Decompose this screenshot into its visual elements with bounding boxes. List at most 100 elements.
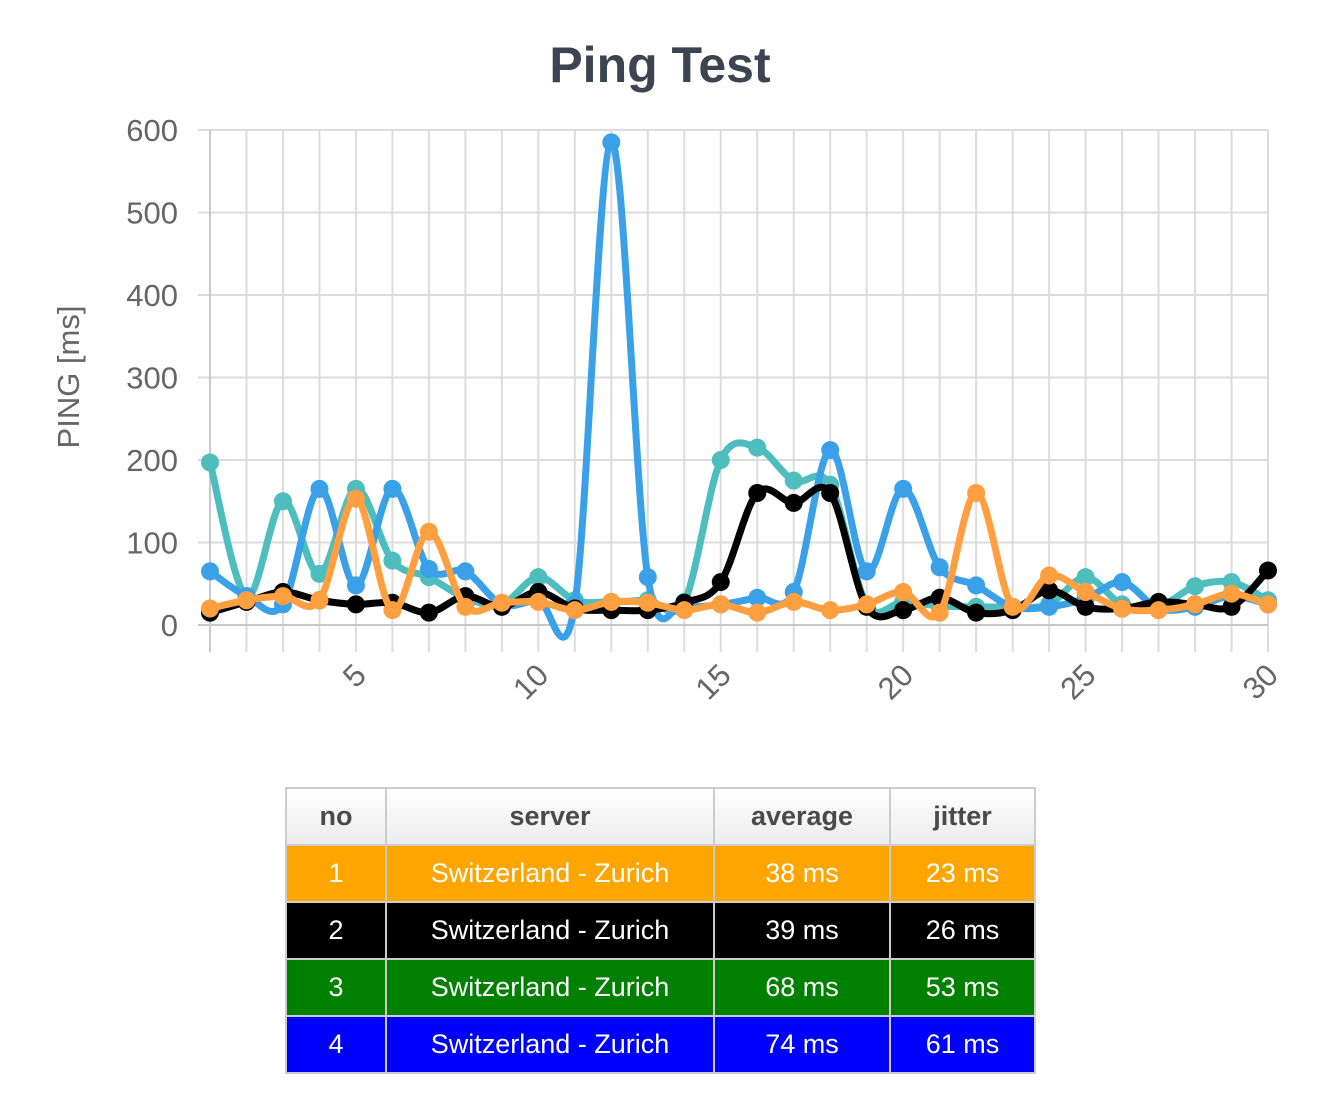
x-tick-label: 10 (506, 657, 555, 706)
cell-average: 68 ms (713, 958, 891, 1017)
cell-jitter: 23 ms (889, 844, 1036, 903)
y-tick-label: 100 (126, 526, 178, 561)
data-point (1113, 599, 1132, 618)
data-point (711, 595, 730, 614)
data-point (201, 562, 219, 581)
data-point (1003, 597, 1022, 616)
series-4 (201, 484, 1277, 622)
y-tick-label: 200 (126, 443, 178, 478)
data-point (1149, 601, 1168, 620)
data-point (419, 603, 438, 622)
series-lines (201, 133, 1277, 641)
cell-server: Switzerland - Zurich (385, 844, 715, 903)
y-tick-label: 400 (126, 278, 178, 313)
data-point (1259, 595, 1277, 614)
table-row: 2 Switzerland - Zurich 39 ms 26 ms (285, 901, 1036, 960)
data-point (711, 573, 730, 592)
data-point (1222, 584, 1241, 603)
data-point (930, 558, 949, 577)
data-point (1076, 597, 1095, 616)
cell-server: Switzerland - Zurich (385, 1015, 715, 1074)
data-point (638, 568, 657, 587)
data-point (1040, 566, 1059, 585)
data-point (383, 601, 402, 620)
cell-jitter: 26 ms (889, 901, 1036, 960)
cell-average: 39 ms (713, 901, 891, 960)
x-axis-ticks: 5 10 15 20 25 30 (336, 657, 1285, 706)
cell-server: Switzerland - Zurich (385, 901, 715, 960)
data-point (894, 601, 913, 620)
x-tick-label: 30 (1236, 657, 1285, 706)
data-point (273, 492, 292, 511)
y-axis-label: PING [ms] (51, 306, 86, 449)
header-jitter: jitter (889, 787, 1036, 846)
data-point (201, 453, 219, 472)
chart-title: Ping Test (549, 37, 771, 93)
cell-no: 1 (285, 844, 387, 903)
y-tick-label: 500 (126, 196, 178, 231)
header-no: no (285, 787, 387, 846)
data-point (821, 484, 840, 502)
data-point (383, 551, 402, 570)
data-point (492, 593, 511, 612)
series-line (206, 138, 1272, 641)
data-point (748, 603, 767, 622)
data-point (748, 438, 767, 457)
data-point (1076, 583, 1095, 601)
data-point (237, 591, 256, 610)
cell-average: 74 ms (713, 1015, 891, 1074)
data-point (967, 603, 986, 622)
data-point (675, 601, 694, 620)
data-point (748, 588, 767, 607)
data-point (1113, 573, 1132, 592)
x-tick-label: 5 (336, 657, 373, 694)
data-point (346, 489, 365, 508)
data-point (1186, 595, 1205, 614)
x-tick-label: 20 (871, 657, 920, 706)
data-point (784, 592, 803, 611)
data-point (930, 603, 949, 622)
y-tick-label: 600 (126, 113, 178, 148)
data-point (857, 562, 876, 581)
data-point (857, 595, 876, 614)
y-tick-label: 0 (161, 608, 178, 643)
data-point (273, 587, 292, 606)
table-row: 4 Switzerland - Zurich 74 ms 61 ms (285, 1015, 1036, 1074)
data-point (1076, 568, 1095, 587)
results-table: no server average jitter 1 Switzerland -… (285, 787, 1036, 1074)
cell-server: Switzerland - Zurich (385, 958, 715, 1017)
data-point (748, 484, 767, 502)
data-point (1040, 597, 1059, 616)
data-point (967, 576, 986, 595)
cell-average: 38 ms (713, 844, 891, 903)
cell-no: 3 (285, 958, 387, 1017)
data-point (310, 564, 329, 583)
table-row: 3 Switzerland - Zurich 68 ms 53 ms (285, 958, 1036, 1017)
y-axis-ticks: 0 100 200 300 400 500 600 (126, 113, 178, 643)
data-point (529, 592, 548, 611)
cell-jitter: 61 ms (889, 1015, 1036, 1074)
data-point (711, 451, 730, 469)
x-tick-label: 15 (689, 657, 738, 706)
data-point (894, 479, 913, 498)
data-point (821, 601, 840, 620)
cell-jitter: 53 ms (889, 958, 1036, 1017)
data-point (602, 592, 621, 611)
data-point (1186, 577, 1205, 596)
ping-chart: Ping Test PING [ms] 0100200300400500600 … (51, 37, 1285, 706)
data-point (529, 568, 548, 587)
cell-no: 2 (285, 901, 387, 960)
data-point (310, 591, 329, 610)
header-server: server (385, 787, 715, 846)
data-point (419, 559, 438, 578)
data-point (346, 576, 365, 595)
data-point (346, 595, 365, 614)
data-point (638, 593, 657, 612)
cell-no: 4 (285, 1015, 387, 1074)
data-point (456, 597, 475, 616)
data-point (1259, 561, 1277, 580)
data-point (201, 599, 219, 618)
header-average: average (713, 787, 891, 846)
series-2 (201, 133, 1277, 641)
data-point (784, 471, 803, 490)
